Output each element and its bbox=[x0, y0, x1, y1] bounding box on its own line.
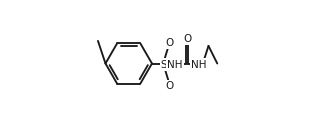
Text: O: O bbox=[166, 37, 174, 47]
Text: O: O bbox=[183, 34, 191, 44]
Text: NH: NH bbox=[191, 60, 207, 69]
Text: S: S bbox=[160, 60, 167, 69]
Text: O: O bbox=[166, 82, 174, 91]
Text: NH: NH bbox=[167, 60, 183, 69]
